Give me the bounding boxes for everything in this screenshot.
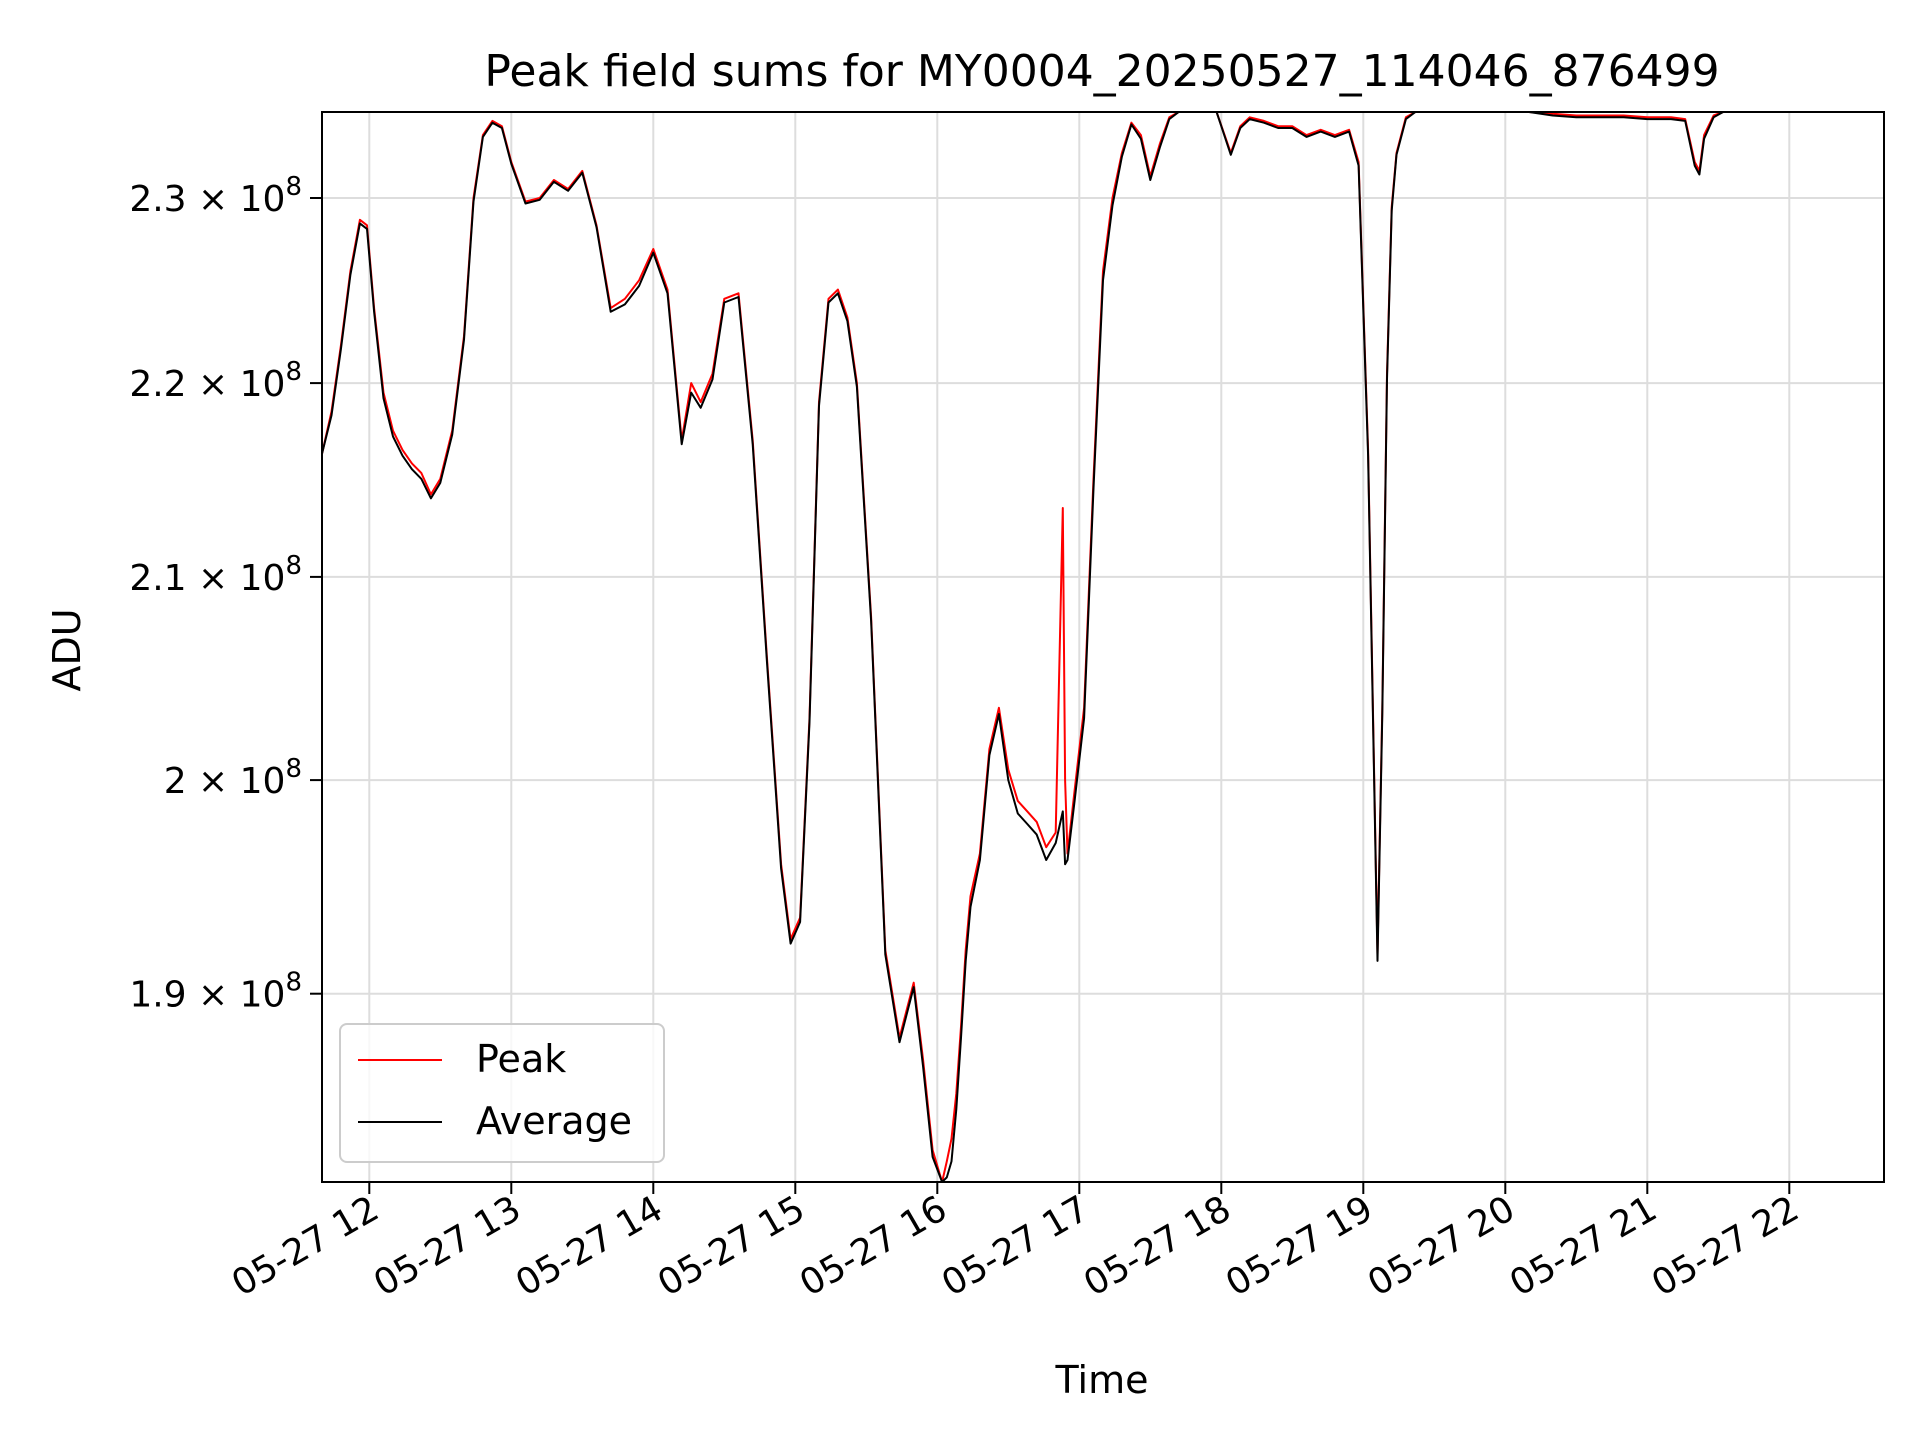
x-tick-label: 05-27 19 bbox=[1219, 1188, 1380, 1304]
y-axis-ticks: 1.9 × 108 2 × 108 2.1 × 108 2.2 × 108 2.3 × … bbox=[129, 172, 322, 1016]
legend: Peak Average bbox=[339, 1023, 665, 1163]
chart-title: Peak field sums for MY0004_20250527_1140… bbox=[484, 46, 1719, 97]
x-tick-label: 05-27 22 bbox=[1645, 1188, 1806, 1304]
x-tick-label: 05-27 18 bbox=[1077, 1188, 1238, 1304]
x-tick-label: 05-27 20 bbox=[1361, 1188, 1522, 1304]
y-tick-label: 2.2 × 108 bbox=[129, 357, 302, 405]
series-line-peak bbox=[322, 112, 1733, 1182]
x-tick-label: 05-27 16 bbox=[793, 1188, 954, 1304]
legend-average-label: Average bbox=[476, 1099, 632, 1143]
y-tick-label: 2.3 × 108 bbox=[129, 172, 302, 220]
x-tick-label: 05-27 14 bbox=[509, 1188, 670, 1304]
x-tick-label: 05-27 12 bbox=[225, 1188, 386, 1304]
grid bbox=[322, 112, 1884, 1182]
x-tick-label: 05-27 13 bbox=[367, 1188, 528, 1304]
y-tick-label: 2.1 × 108 bbox=[129, 551, 302, 599]
y-axis-label: ADU bbox=[45, 608, 89, 691]
x-tick-label: 05-27 15 bbox=[651, 1188, 812, 1304]
y-tick-label: 2 × 108 bbox=[164, 754, 302, 802]
series-line-average bbox=[322, 112, 1733, 1182]
x-tick-label: 05-27 17 bbox=[935, 1188, 1096, 1304]
legend-box bbox=[339, 1023, 665, 1163]
plot-series bbox=[322, 112, 1733, 1182]
x-tick-label: 05-27 21 bbox=[1503, 1188, 1664, 1304]
plot-frame bbox=[321, 111, 1885, 1183]
y-tick-label: 1.9 × 108 bbox=[129, 968, 302, 1016]
x-axis-label: Time bbox=[1055, 1358, 1149, 1402]
legend-peak-label: Peak bbox=[476, 1037, 566, 1081]
